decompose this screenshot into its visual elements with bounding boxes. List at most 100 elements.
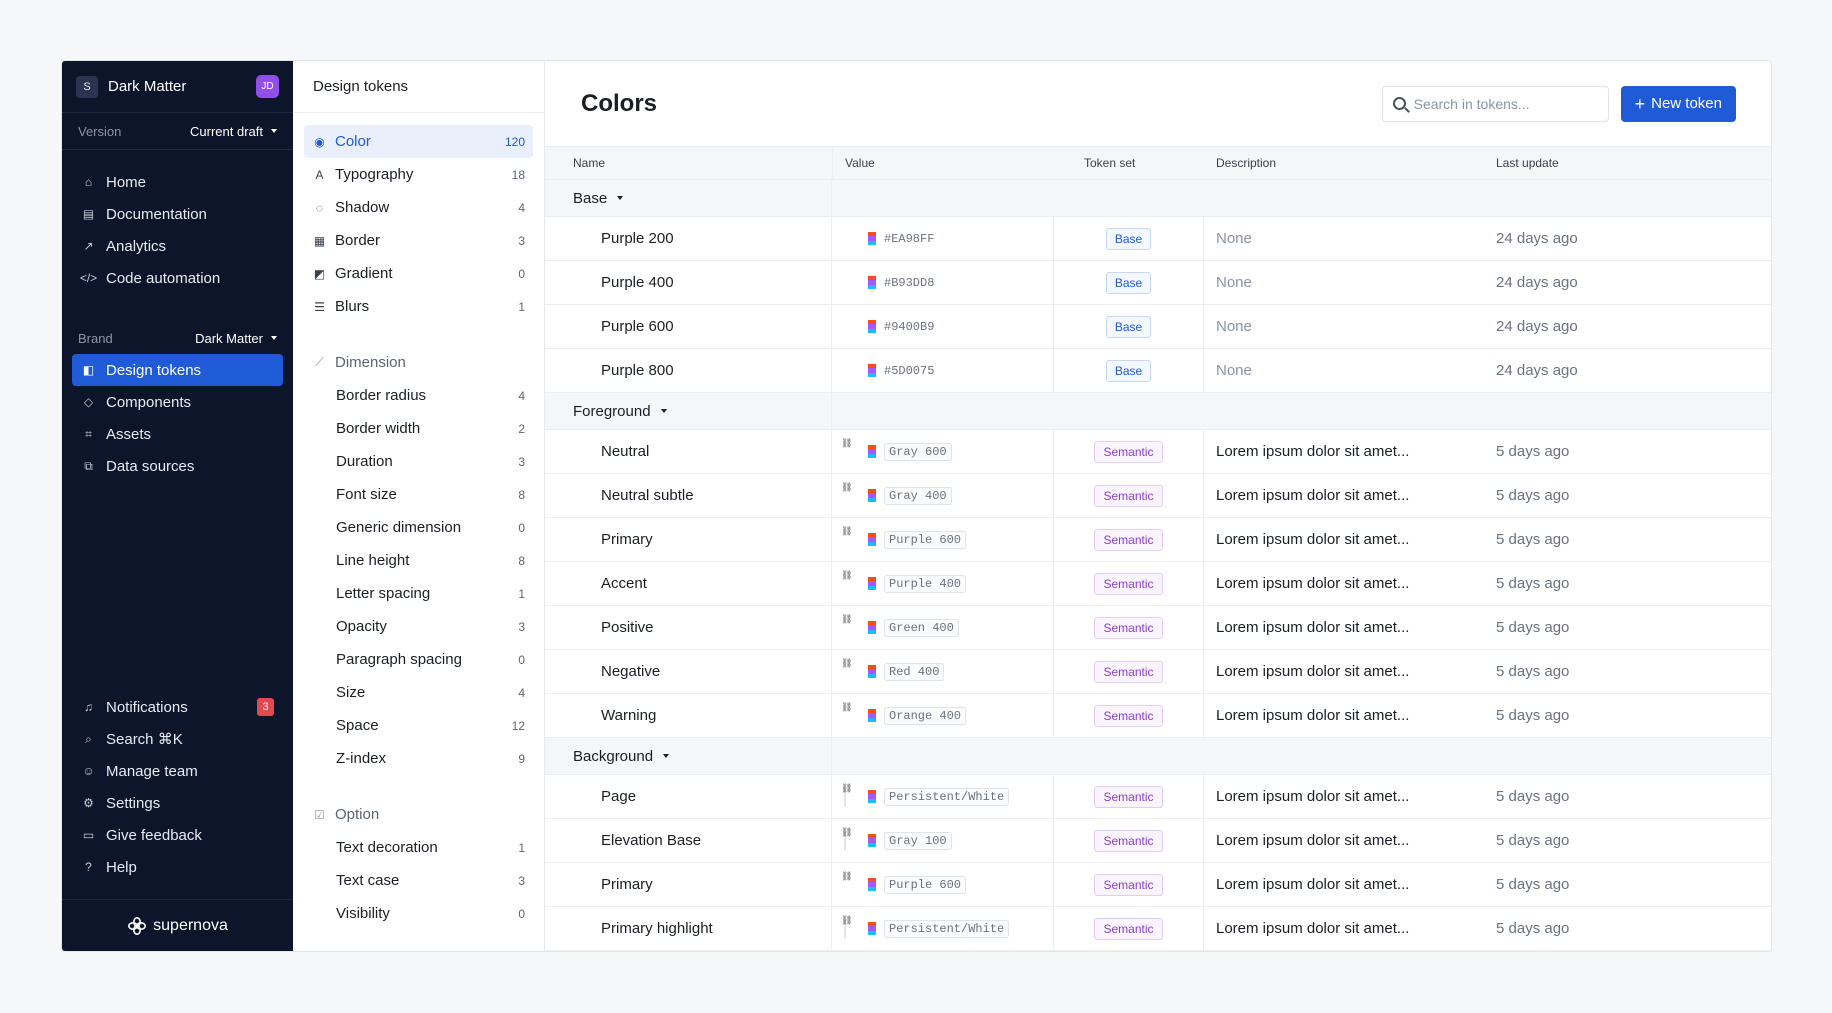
alias-reference[interactable]: Purple 600 [884, 875, 967, 894]
table-row[interactable]: Purple 200 #EA98FF Base None 24 days ago [545, 217, 1771, 261]
table-row[interactable]: Primary highlight ⛓ Persistent/White Semant… [545, 907, 1771, 951]
sidebar-item-design-tokens[interactable]: ◧ Design tokens [72, 354, 283, 386]
table-row[interactable]: Page ⛓ Persistent/White Semantic Lorem ipsum… [545, 775, 1771, 819]
chevron-down-icon[interactable] [660, 409, 667, 413]
category-border-width[interactable]: Border width 2 [304, 412, 533, 445]
sidebar-item-label: Assets [106, 425, 152, 443]
alias-reference[interactable]: Gray 600 [884, 442, 952, 461]
table-row[interactable]: Purple 600 #9400B9 Base None 24 days ago [545, 305, 1771, 349]
category-duration[interactable]: Duration 3 [304, 445, 533, 478]
category-text-case[interactable]: Text case 3 [304, 864, 533, 897]
column-header-last-update[interactable]: Last update [1496, 156, 1559, 170]
category-count: 9 [518, 751, 525, 766]
category-space[interactable]: Space 12 [304, 709, 533, 742]
alias-reference[interactable]: Persistent/White [884, 787, 1010, 806]
column-header-token-set[interactable]: Token set [1084, 156, 1136, 170]
category-border-radius[interactable]: Border radius 4 [304, 379, 533, 412]
group-row-base[interactable]: Base [545, 180, 1771, 217]
token-set-badge: Semantic [1094, 484, 1163, 507]
category-blurs[interactable]: ☰ Blurs 1 [304, 290, 533, 323]
category-border[interactable]: ▦ Border 3 [304, 224, 533, 257]
table-row[interactable]: Positive ⛓ Green 400 Semantic Lorem ipsum do… [545, 606, 1771, 650]
group-row-foreground[interactable]: Foreground [545, 393, 1771, 430]
sidebar-item-code-automation[interactable]: </> Code automation [72, 262, 283, 294]
table-row[interactable]: Negative ⛓ Red 400 Semantic Lorem ipsum dolo… [545, 650, 1771, 694]
sidebar-item-components[interactable]: ◇ Components [72, 386, 283, 418]
workspace-switcher[interactable]: S Dark Matter JD [62, 61, 293, 113]
category-paragraph-spacing[interactable]: Paragraph spacing 0 [304, 643, 533, 676]
new-token-button[interactable]: + New token [1620, 85, 1736, 122]
category-count: 3 [518, 619, 525, 634]
category-shadow[interactable]: ◌ Shadow 4 [304, 191, 533, 224]
column-header-description[interactable]: Description [1216, 156, 1277, 170]
sidebar-item-settings[interactable]: ⚙ Settings [72, 787, 283, 819]
token-set-cell: Semantic [1054, 606, 1204, 649]
category-z-index[interactable]: Z-index 9 [304, 742, 533, 775]
home-icon: ⌂ [84, 175, 93, 189]
category-line-height[interactable]: Line height 8 [304, 544, 533, 577]
sidebar-item-assets[interactable]: ⌗ Assets [72, 418, 283, 450]
category-color[interactable]: ◉ Color 120 [304, 125, 533, 158]
brand-dropdown[interactable]: Dark Matter [195, 331, 277, 346]
column-header-name[interactable]: Name [573, 156, 606, 170]
table-row[interactable]: Primary ⛓ Purple 600 Semantic Lorem ipsum do… [545, 863, 1771, 907]
column-header-value[interactable]: Value [832, 147, 1054, 179]
chevron-down-icon[interactable] [663, 754, 670, 758]
alias-reference[interactable]: Green 400 [884, 618, 959, 637]
chevron-down-icon[interactable] [617, 196, 624, 200]
table-row[interactable]: Accent ⛓ Purple 400 Semantic Lorem ipsum dol… [545, 562, 1771, 606]
category-text-decoration[interactable]: Text decoration 1 [304, 831, 533, 864]
token-value-cell: ⛓ Orange 400 [832, 694, 1054, 737]
token-set-badge: Semantic [1094, 829, 1163, 852]
alias-reference[interactable]: Purple 600 [884, 530, 967, 549]
sidebar-item-documentation[interactable]: ▤ Documentation [72, 198, 283, 230]
category-typography[interactable]: A Typography 18 [304, 158, 533, 191]
category-opacity[interactable]: Opacity 3 [304, 610, 533, 643]
category-group-option: ☑ Option [304, 798, 533, 831]
category-group-label: Option [335, 806, 380, 823]
token-last-update: 5 days ago [1496, 876, 1570, 893]
table-row[interactable]: Elevation Base ⛓ Gray 100 Semantic Lorem ips… [545, 819, 1771, 863]
category-font-size[interactable]: Font size 8 [304, 478, 533, 511]
sidebar-item-data-sources[interactable]: ⧉ Data sources [72, 450, 283, 482]
alias-reference[interactable]: Gray 400 [884, 486, 952, 505]
alias-reference[interactable]: Gray 100 [884, 831, 952, 850]
brand-selector[interactable]: Brand Dark Matter [62, 322, 293, 354]
token-set-cell: Semantic [1054, 694, 1204, 737]
sidebar-item-manage-team[interactable]: ☺ Manage team [72, 755, 283, 787]
version-dropdown[interactable]: Current draft [190, 124, 277, 139]
category-letter-spacing[interactable]: Letter spacing 1 [304, 577, 533, 610]
version-selector[interactable]: Version Current draft [62, 113, 293, 150]
sidebar-item-search-k[interactable]: ⌕ Search ⌘K [72, 723, 283, 755]
sidebar-item-home[interactable]: ⌂ Home [72, 166, 283, 198]
alias-reference[interactable]: Persistent/White [884, 919, 1010, 938]
table-row[interactable]: Purple 400 #B93DD8 Base None 24 days ago [545, 261, 1771, 305]
category-label: Text case [336, 872, 400, 889]
table-row[interactable]: Primary ⛓ Purple 600 Semantic Lorem ipsum do… [545, 518, 1771, 562]
table-row[interactable]: Purple 800 #5D0075 Base None 24 days ago [545, 349, 1771, 393]
table-body: Base Purple 200 #EA98FF Base None 24 days ago… [545, 180, 1771, 951]
alias-reference[interactable]: Red 400 [884, 662, 945, 681]
search-box[interactable] [1381, 85, 1609, 122]
category-gradient[interactable]: ◩ Gradient 0 [304, 257, 533, 290]
sidebar-item-give-feedback[interactable]: ▭ Give feedback [72, 819, 283, 851]
sidebar-item-analytics[interactable]: ↗ Analytics [72, 230, 283, 262]
search-input[interactable] [1413, 95, 1598, 112]
group-row-background[interactable]: Background [545, 738, 1771, 775]
category-count: 0 [518, 520, 525, 535]
category-generic-dimension[interactable]: Generic dimension 0 [304, 511, 533, 544]
sidebar-item-notifications[interactable]: ♫ Notifications 3 [72, 691, 283, 723]
alias-reference[interactable]: Orange 400 [884, 706, 967, 725]
category-visibility[interactable]: Visibility 0 [304, 897, 533, 930]
sidebar-item-help[interactable]: ? Help [72, 851, 283, 883]
color-swatch [844, 319, 860, 335]
table-row[interactable]: Warning ⛓ Orange 400 Semantic Lorem ipsum do… [545, 694, 1771, 738]
link-icon: ⛓ [841, 914, 853, 925]
token-description: Lorem ipsum dolor sit amet... [1216, 788, 1410, 805]
token-last-update: 24 days ago [1496, 318, 1578, 335]
table-row[interactable]: Neutral ⛓ Gray 600 Semantic Lorem ipsum dolo… [545, 430, 1771, 474]
alias-reference[interactable]: Purple 400 [884, 574, 967, 593]
user-avatar[interactable]: JD [256, 75, 279, 98]
category-size[interactable]: Size 4 [304, 676, 533, 709]
table-row[interactable]: Neutral subtle ⛓ Gray 400 Semantic Lorem ips… [545, 474, 1771, 518]
